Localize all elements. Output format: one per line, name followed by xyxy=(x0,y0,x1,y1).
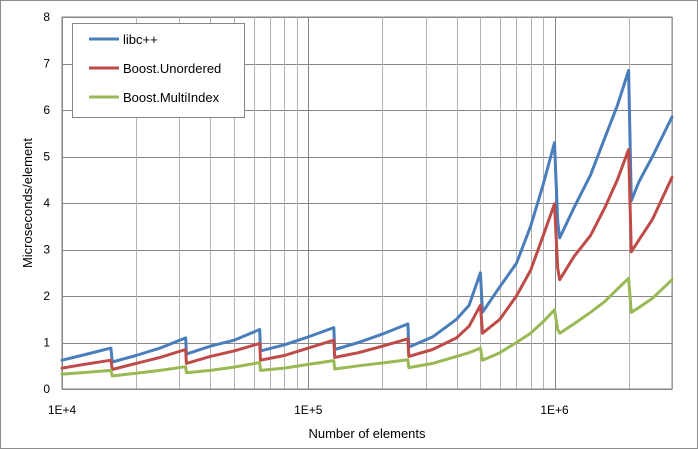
y-tick-label: 6 xyxy=(43,103,50,117)
y-tick-label: 2 xyxy=(43,289,50,303)
y-tick-label: 7 xyxy=(43,57,50,71)
y-tick-label: 3 xyxy=(43,243,50,257)
plot-area xyxy=(61,16,673,390)
y-axis-ticks: 0 1 2 3 4 5 6 7 8 xyxy=(43,10,50,396)
legend-label: libc++ xyxy=(123,32,158,47)
x-axis-title: Number of elements xyxy=(308,426,426,441)
x-tick-label: 1E+4 xyxy=(48,403,77,417)
y-tick-label: 4 xyxy=(43,196,50,210)
series-lines xyxy=(60,69,674,378)
x-tick-label: 1E+6 xyxy=(540,403,569,417)
y-tick-label: 1 xyxy=(43,336,50,350)
y-tick-label: 0 xyxy=(43,382,50,396)
y-tick-label: 5 xyxy=(43,150,50,164)
x-axis-ticks: 1E+4 1E+5 1E+6 xyxy=(48,403,569,417)
legend: libc++ Boost.Unordered Boost.MultiIndex xyxy=(72,23,245,118)
series-line xyxy=(60,276,674,378)
legend-label: Boost.MultiIndex xyxy=(123,90,220,105)
series-line xyxy=(60,148,674,371)
y-axis-title: Microseconds/element xyxy=(20,138,35,268)
y-tick-label: 8 xyxy=(43,10,50,24)
legend-label: Boost.Unordered xyxy=(123,61,221,76)
x-tick-label: 1E+5 xyxy=(294,403,323,417)
